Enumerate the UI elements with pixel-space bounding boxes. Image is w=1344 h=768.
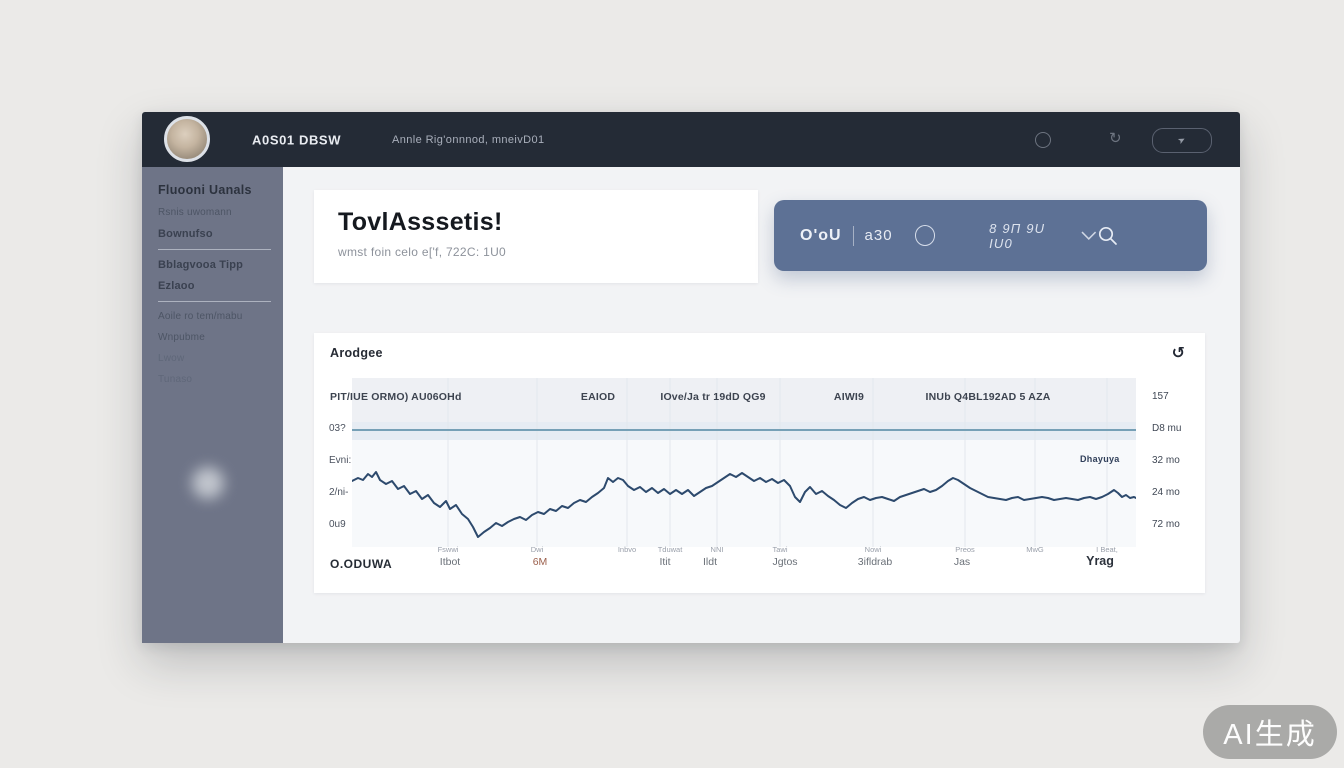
chart-bottom-left-label: O.ODUWA (330, 557, 393, 571)
x-tick-label: I Beat, (1096, 545, 1118, 554)
y-axis-label-left: Evni: (329, 455, 352, 466)
summary-value-left: O'oU (800, 226, 842, 244)
y-axis-label-right: 24 mo (1152, 487, 1180, 498)
sidebar-blur-spot (192, 467, 224, 499)
chart-column-header: EAIOD (580, 391, 616, 403)
x-tick-label: Fswwi (437, 545, 459, 554)
summary-dropdown[interactable]: 8 9П 9U IU0 (989, 221, 1097, 251)
x-axis-label: Jgtos (772, 556, 798, 568)
x-tick-label: Nowi (864, 545, 882, 554)
series-annotation: Dhayuya (1080, 454, 1120, 464)
x-tick-label: Inbvo (617, 545, 637, 554)
y-axis-label-left: 2/ni- (329, 487, 349, 498)
x-axis-label: Itbot (439, 556, 461, 568)
x-tick-label: Tduwat (657, 545, 683, 554)
y-axis-label-right: 32 mo (1152, 455, 1180, 466)
y-axis-label-right: 157 (1152, 391, 1169, 402)
sidebar-item[interactable]: Wnpubme (158, 332, 205, 343)
summary-card: O'oU a30 8 9П 9U IU0 (774, 200, 1207, 271)
chart-column-header: AIWI9 (833, 391, 865, 403)
circle-toggle-icon[interactable] (914, 225, 936, 246)
y-axis-label-right: D8 mu (1152, 423, 1182, 434)
app-window: A0S01 DBSW Annle Rig'onnnod, mneivD01 ↻ … (142, 112, 1240, 643)
chart-column-header: PIT/IUE ORMO) AU06OHd (330, 391, 462, 403)
chart-title: Arodgee (330, 346, 383, 360)
chart-plot (351, 378, 1137, 547)
app-title: A0S01 DBSW (252, 132, 342, 147)
ai-watermark-badge: AI生成 (1203, 705, 1337, 759)
total-assets-title: TovlAsssetis! (338, 208, 503, 236)
search-icon[interactable] (1097, 225, 1119, 247)
sidebar-nav: Fluooni Uanals Rsnis uwomann Bownufso Bblag… (142, 167, 283, 385)
sidebar-item[interactable]: Rsnis uwomann (158, 207, 232, 218)
x-tick-label: Dwi (530, 545, 544, 554)
pill-button[interactable]: ➤ (1152, 128, 1212, 153)
sidebar: Fluooni Uanals Rsnis uwomann Bownufso Bblag… (142, 167, 283, 643)
chart-refresh-icon[interactable]: ↺ (1171, 345, 1185, 362)
x-axis-label: 3ifldrab (857, 556, 893, 568)
x-tick-label: NNI (710, 545, 724, 554)
x-axis-label: 6M (532, 556, 548, 568)
summary-value-mid: a30 (864, 227, 893, 244)
notification-circle-icon[interactable] (1035, 132, 1051, 148)
sidebar-divider (158, 249, 271, 250)
cursor-icon: ➤ (1176, 133, 1188, 147)
x-tick-label: Tawi (772, 545, 788, 554)
sidebar-divider (158, 301, 271, 302)
chart-column-header: INUb Q4BL192AD 5 AZA (925, 391, 1051, 403)
sidebar-item[interactable]: Aoile ro tem/mabu (158, 311, 243, 322)
x-tick-label: MwG (1026, 545, 1044, 554)
avatar[interactable] (164, 116, 210, 162)
summary-divider (852, 225, 854, 246)
x-axis-label: Jas (953, 556, 971, 568)
y-axis-label-left: 0u9 (329, 519, 346, 530)
x-axis-label: Itit (659, 556, 671, 568)
chevron-down-icon (1081, 231, 1097, 240)
chart-column-header: IOve/Ja tr 19dD QG9 (660, 391, 766, 403)
total-assets-subtitle: wmst foin celo e['f, 722C: 1U0 (338, 245, 507, 259)
sidebar-item[interactable]: Bblagvooa Tipp (158, 259, 244, 271)
chart-svg (351, 378, 1137, 547)
x-axis-label: Yrag (1086, 554, 1114, 568)
total-assets-card: TovlAsssetis! wmst foin celo e['f, 722C:… (314, 190, 758, 283)
summary-dropdown-label: 8 9П 9U IU0 (989, 220, 1046, 251)
sidebar-item[interactable]: Lwow (158, 353, 185, 364)
sidebar-item[interactable]: Tunaso (158, 374, 193, 385)
sidebar-item[interactable]: Bownufso (158, 228, 213, 240)
top-bar: A0S01 DBSW Annle Rig'onnnod, mneivD01 ↻ … (142, 112, 1240, 167)
x-axis-label: Ildt (702, 556, 718, 568)
y-axis-label-right: 72 mo (1152, 519, 1180, 530)
sidebar-item[interactable]: Fluooni Uanals (158, 183, 252, 197)
app-subtitle: Annle Rig'onnnod, mneivD01 (392, 133, 545, 146)
refresh-icon[interactable]: ↻ (1109, 130, 1122, 147)
chart-card: Arodgee ↺ O.ODUWA Dhayuya PIT/IUE ORMO) … (314, 333, 1205, 593)
y-axis-label-left: 03? (329, 423, 346, 434)
x-tick-label: Preos (955, 545, 975, 554)
sidebar-item[interactable]: Ezlaoo (158, 280, 195, 292)
